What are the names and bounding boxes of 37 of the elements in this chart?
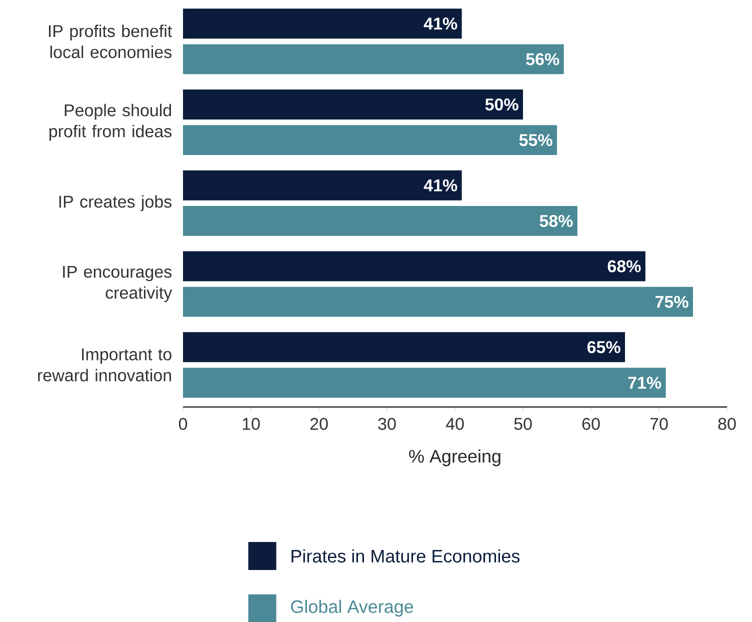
data-label: 65% bbox=[587, 341, 620, 354]
bar bbox=[183, 286, 693, 317]
data-label: 50% bbox=[485, 98, 518, 110]
data-label: 58% bbox=[540, 214, 573, 227]
x-tick-label: 40 bbox=[446, 418, 464, 430]
y-tick-label: IP creates jobs bbox=[59, 195, 172, 211]
bar bbox=[183, 89, 523, 120]
x-tick-label: 30 bbox=[378, 418, 396, 430]
bar bbox=[183, 170, 462, 200]
y-tick-label: Important to reward innovation bbox=[38, 348, 172, 382]
data-label: 71% bbox=[628, 376, 662, 389]
x-tick-label: 50 bbox=[514, 418, 532, 430]
y-tick-label: People should profit from ideas bbox=[49, 104, 172, 141]
bar bbox=[183, 368, 666, 398]
bar bbox=[183, 124, 557, 155]
data-label: 56% bbox=[526, 53, 560, 66]
data-label: 68% bbox=[608, 260, 641, 272]
legend-label: Pirates in Mature Economies bbox=[292, 549, 520, 562]
data-label: 41% bbox=[424, 18, 458, 30]
y-tick-label: IP encourages creativity bbox=[63, 266, 172, 302]
y-tick-label: IP profits benefit local economies bbox=[48, 24, 172, 58]
data-label: 41% bbox=[424, 179, 458, 192]
legend-label: Global Average bbox=[291, 600, 414, 616]
x-axis-title: % Agreeing bbox=[409, 449, 500, 466]
x-tick-label: 70 bbox=[650, 418, 668, 430]
bar bbox=[183, 44, 564, 74]
x-tick-label: 10 bbox=[242, 418, 260, 430]
x-tick-label: 60 bbox=[582, 418, 600, 430]
bar bbox=[183, 206, 578, 236]
bar bbox=[183, 8, 462, 38]
x-tick-label: 80 bbox=[718, 418, 736, 430]
x-tick-label: 20 bbox=[310, 418, 328, 430]
data-label: 55% bbox=[519, 134, 552, 146]
x-tick-label: 0 bbox=[178, 418, 188, 430]
bar bbox=[183, 332, 625, 362]
bar bbox=[183, 251, 646, 282]
data-label: 75% bbox=[656, 296, 688, 308]
